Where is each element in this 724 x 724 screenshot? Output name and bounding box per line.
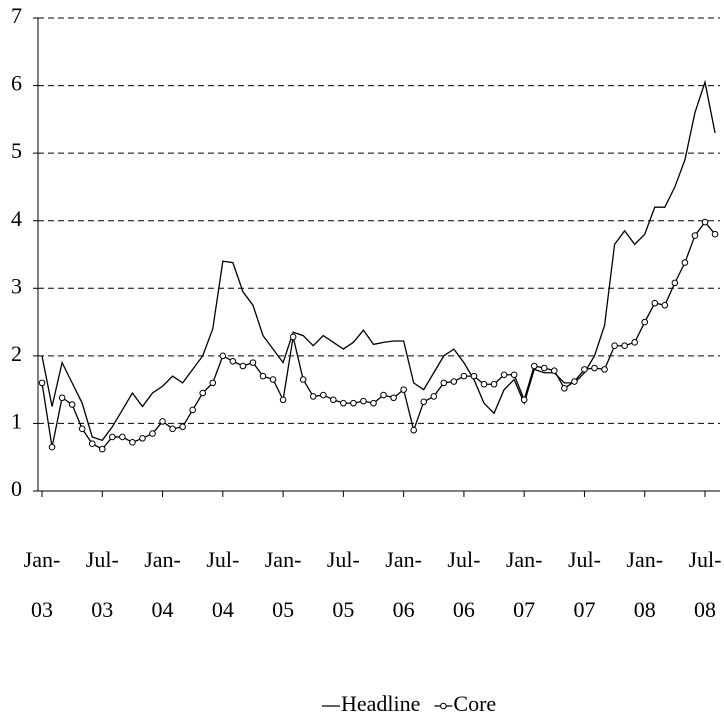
marker [98,445,106,453]
marker [299,376,307,383]
marker [38,379,46,387]
marker [239,362,247,370]
x-tick-label: Jan- 05 [264,547,302,622]
line [41,79,716,442]
x-tick-label: Jan- 07 [505,547,543,622]
x-tick-label: Jan- 03 [23,547,61,622]
marker [68,401,76,408]
x-tick-label: Jul- 04 [206,547,240,622]
marker [671,279,679,287]
marker [420,398,428,406]
marker [611,342,618,350]
x-tick-label: Jul- 03 [85,547,119,622]
marker [159,418,166,425]
marker [179,423,186,431]
marker [601,366,608,373]
marker [460,372,468,380]
marker [169,425,176,433]
marker [249,359,257,366]
y-tick-label: 3 [11,273,22,298]
marker [470,372,478,380]
marker [88,440,96,448]
y-tick-label: 1 [11,408,22,433]
marker [641,318,649,326]
marker [631,339,638,346]
marker [289,333,297,341]
x-tick-label: Jan- 06 [385,547,422,622]
x-tick-label: Jan- 04 [144,547,181,622]
marker [219,352,227,360]
legend-label: Headline [341,691,420,716]
marker [119,433,126,441]
marker [319,391,327,399]
marker [701,218,709,226]
marker [571,378,578,385]
y-tick-label: 4 [11,206,22,231]
marker [279,396,287,404]
marker [259,372,267,380]
marker [410,426,417,434]
marker [691,232,699,239]
x-tick-label: Jul- 08 [688,547,722,622]
marker [510,371,518,379]
y-tick-label: 5 [11,138,22,163]
marker [360,397,367,405]
marker [581,366,588,373]
marker [109,433,116,441]
marker [370,399,377,407]
x-tick-label: Jan- 08 [626,547,664,622]
y-tick-label: 6 [11,71,22,96]
marker [149,430,156,437]
marker [269,376,277,383]
marker [199,389,207,397]
marker [520,396,528,404]
y-tick-label: 7 [11,3,22,28]
y-tick-label: 2 [11,341,22,366]
marker [551,367,558,375]
marker [450,378,458,385]
marker [390,394,397,402]
marker [440,379,448,387]
legend-label: Core [453,691,496,716]
marker [78,425,86,433]
marker [209,379,217,387]
marker [350,399,357,407]
marker [139,434,146,442]
y-tick-label: 0 [11,476,22,501]
marker [58,394,66,402]
marker [480,380,488,388]
marker [340,399,347,407]
marker [309,393,317,400]
legend-marker [440,702,447,710]
marker [48,443,56,451]
marker [651,299,659,307]
marker [189,406,196,414]
marker [229,357,237,365]
x-tick-label: Jul- 05 [326,547,360,622]
marker [129,439,136,446]
marker [380,391,387,399]
marker [530,362,538,370]
line [41,221,716,450]
marker [400,386,407,393]
marker [661,301,669,309]
marker [711,230,719,238]
marker [591,364,598,372]
marker [681,259,689,266]
marker [500,371,508,379]
marker [621,342,628,350]
marker [330,396,337,404]
marker [430,393,438,400]
x-tick-label: Jul- 06 [447,547,481,622]
marker [540,364,548,372]
marker [490,380,498,388]
x-tick-label: Jul- 07 [567,547,601,622]
marker [561,384,568,392]
